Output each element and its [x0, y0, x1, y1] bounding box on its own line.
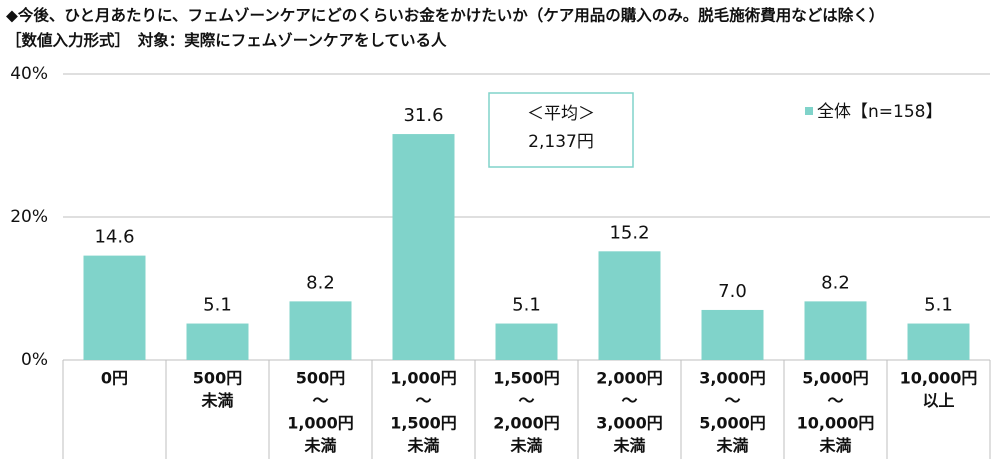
- bar: [392, 134, 455, 360]
- bar: [804, 301, 867, 360]
- x-tick-label: 1,500円: [390, 414, 457, 433]
- x-tick-label: 5,000円: [802, 369, 869, 388]
- data-label: 8.2: [821, 272, 850, 293]
- x-tick-label: 10,000円: [797, 414, 875, 433]
- bar: [495, 323, 558, 360]
- bar: [83, 255, 146, 360]
- chart-subtitle: ［数値入力形式］ 対象：実際にフェムゾーンケアをしている人: [6, 31, 447, 50]
- x-tick-label: ～: [415, 391, 431, 410]
- x-tick-label: 以上: [922, 391, 954, 410]
- x-tick-label: 3,000円: [596, 414, 663, 433]
- chart-title: ◆今後、ひと月あたりに、フェムゾーンケアにどのくらいお金をかけたいか（ケア用品の…: [6, 6, 884, 25]
- x-tick-label: 500円: [296, 369, 345, 388]
- x-tick-label: 3,000円: [699, 369, 766, 388]
- bar: [186, 323, 249, 360]
- bar: [907, 323, 970, 360]
- x-tick-label: 1,000円: [287, 414, 354, 433]
- legend-swatch: [805, 107, 813, 115]
- x-tick-label: 0円: [101, 369, 128, 388]
- bar: [598, 251, 661, 360]
- data-label: 5.1: [924, 295, 953, 316]
- data-label: 14.6: [94, 227, 134, 248]
- x-tick-label: ～: [827, 391, 843, 410]
- x-tick-label: ～: [312, 391, 328, 410]
- annotation-box: [488, 92, 634, 168]
- data-label: 5.1: [203, 295, 232, 316]
- data-label: 5.1: [512, 295, 541, 316]
- annotation-label: ＜平均＞: [527, 104, 595, 124]
- x-tick-label: 10,000円: [900, 369, 978, 388]
- legend-label: 全体【n=158】: [817, 102, 942, 122]
- y-tick-label: 20%: [10, 207, 48, 227]
- x-tick-label: 未満: [509, 436, 542, 455]
- x-tick-label: 未満: [612, 436, 645, 455]
- x-tick-label: 500円: [193, 369, 242, 388]
- bar: [701, 309, 764, 360]
- annotation-value: 2,137円: [528, 132, 594, 152]
- bar: [289, 301, 352, 360]
- x-tick-label: 2,000円: [493, 414, 560, 433]
- y-tick-label: 0%: [21, 350, 48, 370]
- data-label: 8.2: [306, 272, 335, 293]
- x-tick-label: 2,000円: [596, 369, 663, 388]
- x-tick-label: 5,000円: [699, 414, 766, 433]
- x-tick-label: ～: [621, 391, 637, 410]
- data-label: 31.6: [403, 105, 443, 126]
- x-tick-label: 1,000円: [390, 369, 457, 388]
- x-tick-label: ～: [518, 391, 534, 410]
- y-tick-label: 40%: [10, 64, 48, 84]
- x-tick-label: 未満: [818, 436, 851, 455]
- x-tick-label: ～: [724, 391, 740, 410]
- x-tick-label: 未満: [200, 391, 233, 410]
- x-tick-label: 1,500円: [493, 369, 560, 388]
- data-label: 15.2: [609, 222, 649, 243]
- x-tick-label: 未満: [715, 436, 748, 455]
- data-label: 7.0: [718, 281, 747, 302]
- x-tick-label: 未満: [303, 436, 336, 455]
- x-tick-label: 未満: [406, 436, 439, 455]
